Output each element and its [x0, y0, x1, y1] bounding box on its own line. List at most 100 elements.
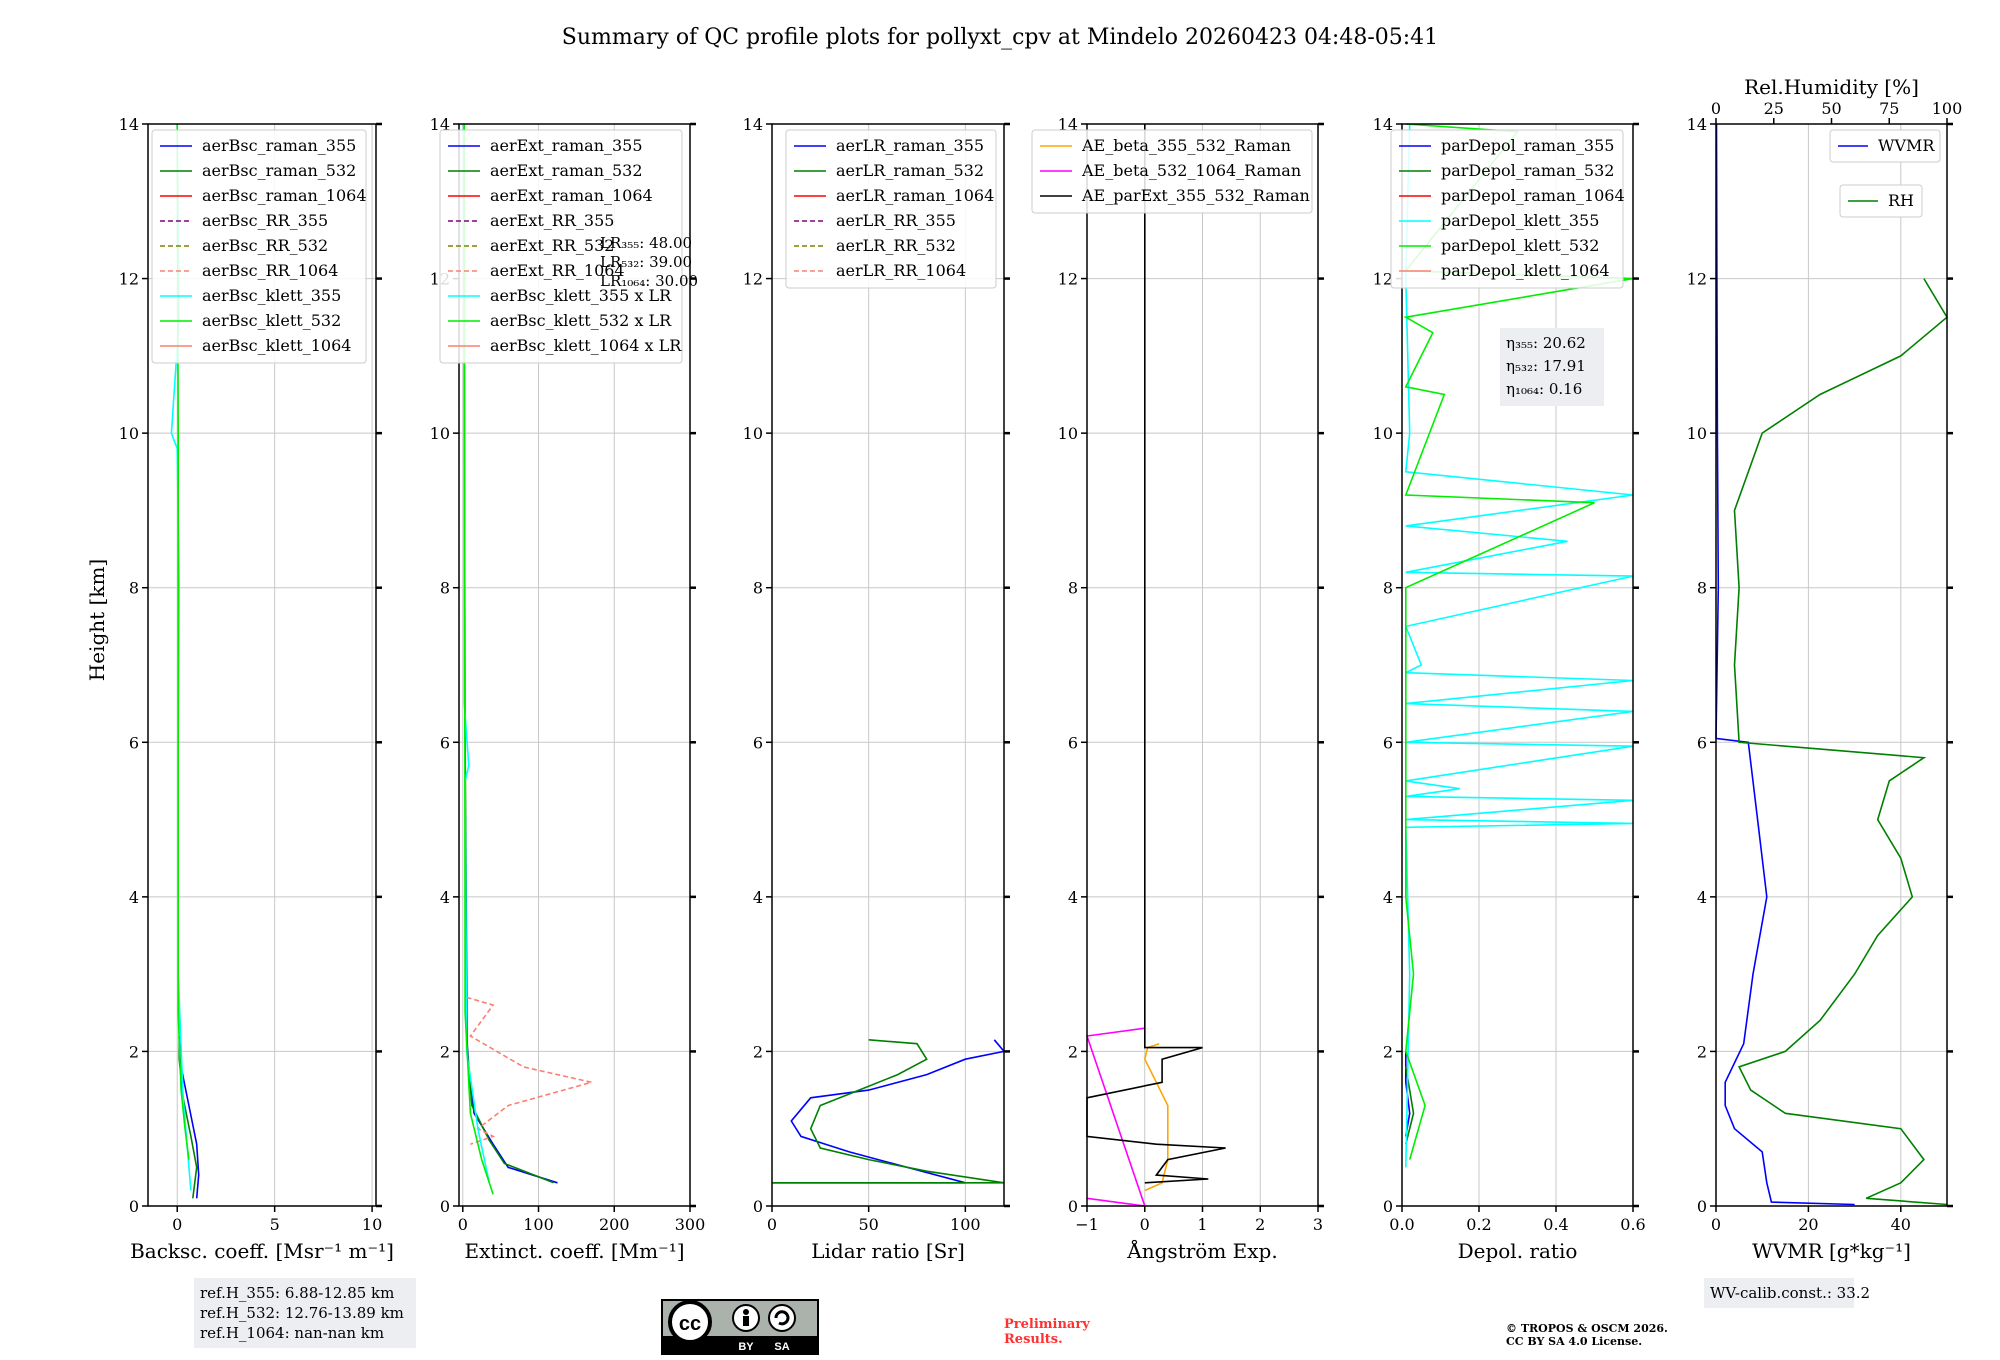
y-tick-label: 0	[1697, 1197, 1707, 1216]
legend-label: aerBsc_klett_355 x LR	[490, 286, 672, 305]
legend-label: aerBsc_klett_355	[202, 286, 341, 305]
y-tick-label: 6	[1068, 733, 1078, 752]
y-tick-label: 14	[1058, 115, 1078, 134]
legend-label: aerLR_RR_1064	[836, 261, 966, 280]
legend-label: aerExt_RR_355	[490, 211, 614, 230]
legend-label: parDepol_klett_355	[1441, 211, 1599, 230]
y-tick-label: 2	[440, 1042, 450, 1061]
legend-label: aerBsc_raman_532	[202, 161, 356, 180]
legend-label: aerLR_raman_532	[836, 161, 984, 180]
panel-lr: 0 2 4 6 8 10 12 14 0 50 100 Lidar ratio [Sr] aerLR_r…	[743, 115, 1010, 1263]
x2-tick-label: 100	[1932, 99, 1963, 118]
y-tick-label: 10	[119, 424, 139, 443]
panel-ext: 024681012140100200300Extinct. coeff. [Mm…	[430, 115, 706, 1263]
y-tick-label: 6	[129, 733, 139, 752]
y-tick-label: 2	[1068, 1042, 1078, 1061]
y-tick-label: 14	[1373, 115, 1393, 134]
x-tick-label: 0.2	[1466, 1215, 1491, 1234]
panel-depol: 0 2 4 6 8 10 12 14 0.0 0.2 0.4 0.6 Depol. ratio parDe…	[1373, 115, 1646, 1263]
y-tick-label: 4	[1383, 888, 1393, 907]
y-tick-label: 14	[743, 115, 763, 134]
legend-box	[439, 129, 683, 364]
x-tick-label: 0.6	[1620, 1215, 1645, 1234]
legend-label: parDepol_raman_355	[1441, 136, 1614, 155]
legend-label: aerExt_raman_1064	[490, 186, 653, 205]
y-tick-label: 6	[1697, 733, 1707, 752]
y-tick-label: 4	[753, 888, 763, 907]
series-aerLR_raman_532	[772, 1039, 1005, 1184]
copyright-line-1: © TROPOS & OSCM 2026.	[1506, 1322, 1668, 1335]
x-axis-label: Extinct. coeff. [Mm⁻¹]	[464, 1239, 684, 1263]
x-tick-label: 1	[1197, 1215, 1207, 1234]
series-AE_beta_532_1064_Raman	[1085, 1027, 1146, 1207]
y-tick-label: 2	[1697, 1042, 1707, 1061]
legend-label: aerLR_RR_355	[836, 211, 956, 230]
y-tick-label: 14	[430, 115, 450, 134]
y-tick-label: 6	[1383, 733, 1393, 752]
x-tick-label: 0	[767, 1215, 777, 1234]
x-tick-label: 2	[1255, 1215, 1265, 1234]
legend-label: parDepol_raman_532	[1441, 161, 1614, 180]
legend-label: AE_parExt_355_532_Raman	[1081, 186, 1310, 205]
cc-by-sa-badge[interactable]: cc BY SA	[661, 1299, 819, 1355]
ref-height-355: ref.H_355: 6.88-12.85 km	[200, 1284, 394, 1302]
svg-text:cc: cc	[679, 1313, 701, 1335]
series-parDepol_klett_355	[1404, 123, 1634, 1168]
x-tick-label: 3	[1313, 1215, 1323, 1234]
y-tick-label: 8	[753, 579, 763, 598]
y-tick-label: 2	[753, 1042, 763, 1061]
x2-tick-label: 0	[1711, 99, 1721, 118]
x2-tick-label: 25	[1764, 99, 1784, 118]
legend-label: aerExt_raman_355	[490, 136, 643, 155]
legend-box	[785, 129, 997, 289]
x2-axis-label: Rel.Humidity [%]	[1744, 75, 1919, 99]
ref-height-532: ref.H_532: 12.76-13.89 km	[200, 1304, 404, 1322]
cc-icon	[668, 1300, 712, 1344]
y-tick-label: 0	[440, 1197, 450, 1216]
legend-label: aerBsc_klett_532 x LR	[490, 311, 672, 330]
legend-box	[1031, 129, 1313, 214]
y-tick-label: 4	[1697, 888, 1707, 907]
x-axis-label: Backsc. coeff. [Msr⁻¹ m⁻¹]	[130, 1239, 394, 1263]
legend-label: aerBsc_raman_355	[202, 136, 356, 155]
legend-label: aerExt_RR_1064	[490, 261, 625, 280]
legend-label: AE_beta_355_532_Raman	[1081, 136, 1291, 155]
y-tick-label: 12	[1373, 270, 1393, 289]
series-AE_parExt_355_532_Raman	[1086, 124, 1226, 1184]
lr-note: LR₁₀₆₄: 30.00	[600, 272, 698, 290]
legend-label: aerExt_raman_532	[490, 161, 643, 180]
lr-note: LR₅₃₂: 39.00	[600, 253, 692, 271]
legend-label: parDepol_raman_1064	[1441, 186, 1625, 205]
preliminary-line-2: Results.	[1004, 1332, 1063, 1347]
plot-frame	[147, 123, 377, 1207]
legend-label: aerBsc_raman_1064	[202, 186, 367, 205]
plot-frame	[1401, 123, 1634, 1207]
legend-label: parDepol_klett_1064	[1441, 261, 1610, 280]
y-tick-label: 0	[753, 1197, 763, 1216]
plot-frame	[458, 123, 691, 1207]
x-tick-label: 0	[1140, 1215, 1150, 1234]
x-axis-label: Lidar ratio [Sr]	[811, 1239, 965, 1263]
y-tick-label: 6	[440, 733, 450, 752]
series-aerExt_raman_355	[465, 1035, 558, 1184]
y-tick-label: 12	[1687, 270, 1707, 289]
panel-bsc: 0 2 4 6 8 10 12 14 0 5 10 Backsc. coeff. [Msr⁻¹ m⁻¹…	[119, 115, 394, 1263]
eta-note: η₃₅₅: 20.62	[1506, 334, 1586, 352]
legend-box	[151, 129, 367, 364]
legend-box	[1829, 129, 1941, 163]
ref-height-1064: ref.H_1064: nan-nan km	[200, 1324, 384, 1342]
plot-frame	[1715, 123, 1948, 1207]
x-tick-label: 300	[675, 1215, 706, 1234]
x-tick-label: 0	[458, 1215, 468, 1234]
legend-label: RH	[1888, 191, 1914, 210]
x-tick-label: 50	[858, 1215, 878, 1234]
x2-tick-label: 50	[1821, 99, 1841, 118]
copyright-line-2: CC BY SA 4.0 License.	[1506, 1335, 1642, 1348]
x-tick-label: 200	[599, 1215, 630, 1234]
x-axis-label: Ångström Exp.	[1126, 1238, 1277, 1263]
series-aerExt_raman_532	[463, 355, 554, 1184]
